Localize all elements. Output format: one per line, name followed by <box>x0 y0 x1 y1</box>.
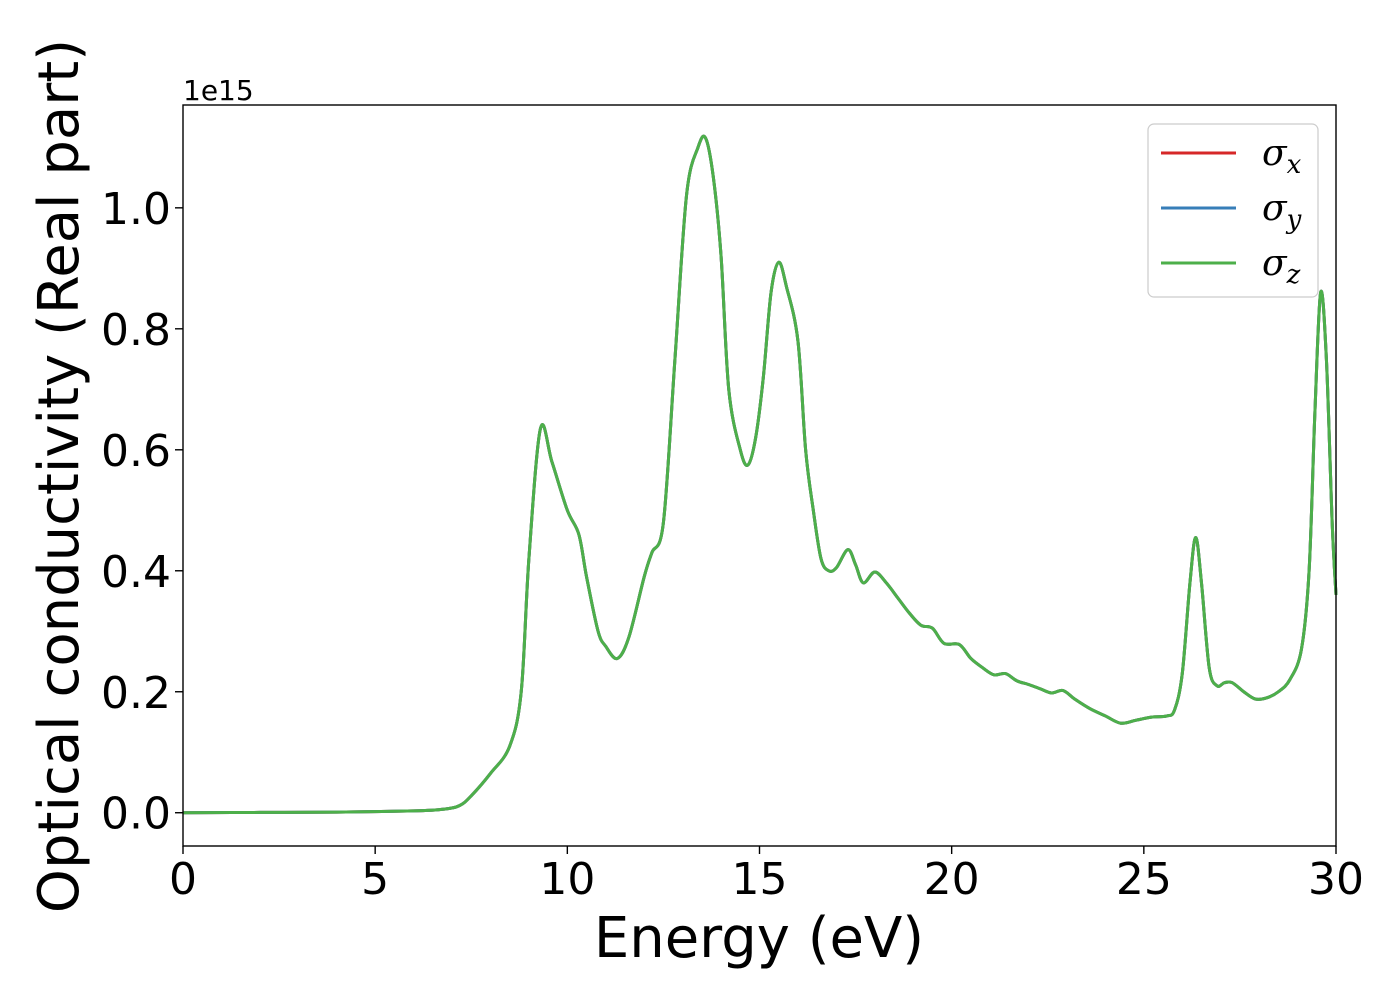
series-line-z <box>182 134 1338 815</box>
y-tick-label: 0.2 <box>101 668 171 719</box>
legend-subscript: y <box>1286 205 1302 235</box>
x-tick-label: 0 <box>169 854 197 905</box>
y-tick-label: 0.8 <box>101 305 171 356</box>
y-axis-ticks: 0.0 0.2 0.4 0.6 0.8 1.0 <box>101 184 183 840</box>
y-tick-label: 1.0 <box>101 184 171 235</box>
x-tick-label: 10 <box>539 854 595 905</box>
legend-box <box>1147 123 1319 298</box>
legend-subscript: x <box>1287 150 1302 180</box>
y-axis-title: Optical conductivity (Real part) <box>27 39 92 913</box>
x-tick-label: 5 <box>361 854 389 905</box>
legend-label-x: σx <box>1262 133 1302 180</box>
x-tick-label: 25 <box>1116 854 1172 905</box>
x-tick-label: 20 <box>924 854 980 905</box>
series-lines <box>182 134 1338 815</box>
legend-symbol: σ <box>1262 188 1288 229</box>
legend-symbol: σ <box>1262 243 1288 284</box>
legend-symbol: σ <box>1262 133 1288 174</box>
y-tick-label: 0.0 <box>101 789 171 840</box>
y-tick-label: 0.4 <box>101 547 171 598</box>
legend-label-z: σz <box>1262 243 1301 290</box>
y-tick-label: 0.6 <box>101 426 171 477</box>
y-offset-label: 1e15 <box>183 74 254 107</box>
x-axis-ticks: 0 5 10 15 20 25 30 <box>169 846 1364 905</box>
x-tick-label: 30 <box>1308 854 1364 905</box>
legend-label-y: σy <box>1262 188 1302 235</box>
x-axis-title: Energy (eV) <box>594 906 924 971</box>
legend-subscript: z <box>1286 260 1301 290</box>
x-tick-label: 15 <box>732 854 788 905</box>
